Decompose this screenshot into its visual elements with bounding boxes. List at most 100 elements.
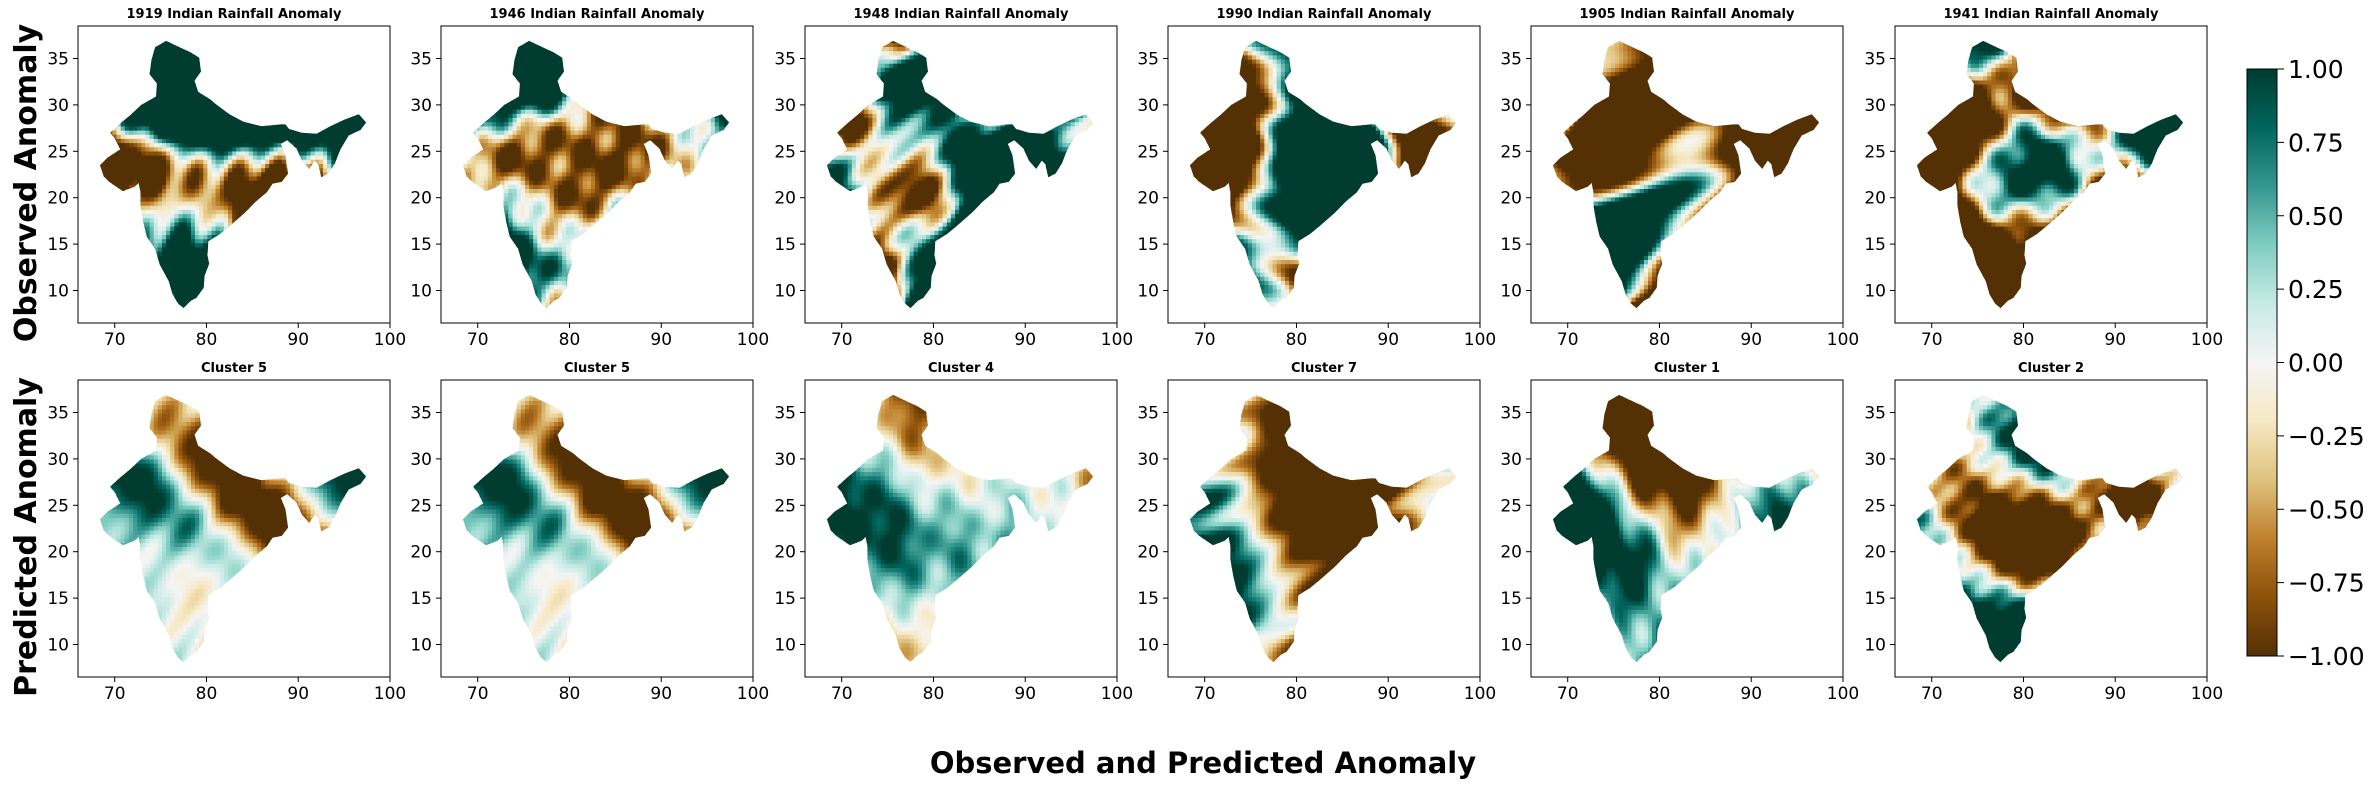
y-tick-label: 10 <box>47 282 69 302</box>
row-label-observed: Observed Anomaly <box>9 23 44 342</box>
y-tick-label: 15 <box>1500 235 1522 255</box>
panel-title: Cluster 2 <box>2018 361 2084 376</box>
colorbar-tick-label: −0.50 <box>2288 495 2365 524</box>
axes-frame <box>804 25 1118 324</box>
y-tick-label: 25 <box>47 496 69 516</box>
colorbar-tick-label: −0.25 <box>2288 422 2365 451</box>
colorbar-tick-label: 0.00 <box>2288 349 2344 378</box>
x-tick-label: 70 <box>1557 330 1579 350</box>
y-tick-label: 25 <box>410 496 432 516</box>
y-tick-label: 15 <box>47 589 69 609</box>
panel-title: 1941 Indian Rainfall Anomaly <box>1944 7 2159 22</box>
x-tick-label: 100 <box>1827 330 1859 350</box>
anomaly-heatmap <box>827 40 1094 309</box>
y-tick-label: 20 <box>410 543 432 563</box>
x-tick-label: 80 <box>196 684 218 704</box>
x-tick-label: 70 <box>831 330 853 350</box>
y-tick-label: 25 <box>774 496 796 516</box>
y-tick-label: 35 <box>47 403 69 423</box>
panel-title: Cluster 7 <box>1291 361 1357 376</box>
panel-10: Cluster 7 70 80 90 100 10 15 20 25 30 35 <box>1137 361 1496 704</box>
panel-title: 1990 Indian Rainfall Anomaly <box>1217 7 1432 22</box>
y-tick-label: 25 <box>1500 142 1522 162</box>
y-tick-label: 10 <box>1500 636 1522 656</box>
panel-5: 1905 Indian Rainfall Anomaly 70 80 90 100 10 1… <box>1500 7 1859 350</box>
y-tick-label: 15 <box>1864 235 1886 255</box>
panel-title: Cluster 5 <box>564 361 630 376</box>
panel-title: 1919 Indian Rainfall Anomaly <box>127 7 342 22</box>
anomaly-heatmap <box>100 40 367 309</box>
y-tick-label: 15 <box>410 589 432 609</box>
colorbar-tick-label: 0.50 <box>2288 202 2344 231</box>
y-tick-label: 25 <box>1864 142 1886 162</box>
y-tick-label: 10 <box>774 636 796 656</box>
x-tick-label: 80 <box>2013 684 2035 704</box>
x-tick-label: 90 <box>287 684 309 704</box>
axes-frame <box>1167 25 1481 324</box>
x-tick-label: 80 <box>559 684 581 704</box>
x-tick-label: 80 <box>1649 684 1671 704</box>
axes-frame <box>804 379 1118 678</box>
x-tick-label: 70 <box>1921 330 1943 350</box>
x-tick-label: 100 <box>374 330 406 350</box>
y-tick-label: 35 <box>1864 403 1886 423</box>
axes-frame <box>440 25 754 324</box>
colorbar: −1.00 −0.75 −0.50 −0.25 0.00 0.25 0.50 0.75 1.00 <box>2246 55 2365 671</box>
x-tick-label: 70 <box>467 684 489 704</box>
x-tick-label: 70 <box>104 330 126 350</box>
y-tick-label: 30 <box>774 96 796 116</box>
x-tick-label: 100 <box>1464 330 1496 350</box>
panel-11: Cluster 1 70 80 90 100 10 15 20 25 30 35 <box>1500 361 1859 704</box>
panel-8: Cluster 5 70 80 90 100 10 15 20 25 30 35 <box>410 361 769 704</box>
y-tick-label: 20 <box>1864 543 1886 563</box>
y-tick-label: 15 <box>1500 589 1522 609</box>
anomaly-heatmap <box>1553 40 1820 309</box>
colorbar-tick-label: −0.75 <box>2288 569 2365 598</box>
y-tick-label: 30 <box>1864 450 1886 470</box>
x-tick-label: 100 <box>737 684 769 704</box>
x-tick-label: 100 <box>1464 684 1496 704</box>
panel-title: 1946 Indian Rainfall Anomaly <box>490 7 705 22</box>
x-tick-label: 90 <box>1740 684 1762 704</box>
anomaly-heatmap <box>1917 40 2184 309</box>
x-tick-label: 90 <box>1014 684 1036 704</box>
axes-frame <box>77 379 391 678</box>
figure-xlabel: Observed and Predicted Anomaly <box>930 746 1476 780</box>
y-tick-label: 30 <box>1137 450 1159 470</box>
panel-title: 1905 Indian Rainfall Anomaly <box>1580 7 1795 22</box>
y-tick-label: 30 <box>774 450 796 470</box>
x-tick-label: 80 <box>1286 684 1308 704</box>
y-tick-label: 30 <box>47 96 69 116</box>
y-tick-label: 35 <box>1137 403 1159 423</box>
x-tick-label: 80 <box>923 330 945 350</box>
y-tick-label: 20 <box>774 189 796 209</box>
y-tick-label: 30 <box>410 450 432 470</box>
colorbar-gradient <box>2246 68 2278 657</box>
x-tick-label: 90 <box>1014 330 1036 350</box>
x-tick-label: 100 <box>2191 330 2223 350</box>
y-tick-label: 10 <box>1864 636 1886 656</box>
anomaly-heatmap <box>463 394 730 663</box>
y-tick-label: 20 <box>47 189 69 209</box>
y-tick-label: 15 <box>410 235 432 255</box>
panel-1: 1919 Indian Rainfall Anomaly 70 80 90 100 10 1… <box>47 7 406 350</box>
y-tick-label: 15 <box>1137 235 1159 255</box>
y-tick-label: 15 <box>1864 589 1886 609</box>
x-tick-label: 90 <box>287 330 309 350</box>
anomaly-heatmap <box>827 394 1094 663</box>
x-tick-label: 90 <box>1377 684 1399 704</box>
x-tick-label: 100 <box>1101 330 1133 350</box>
panel-2: 1946 Indian Rainfall Anomaly 70 80 90 100 10 1… <box>410 7 769 350</box>
panel-title: Cluster 1 <box>1654 361 1720 376</box>
y-tick-label: 35 <box>410 49 432 69</box>
y-tick-label: 30 <box>47 450 69 470</box>
panel-3: 1948 Indian Rainfall Anomaly 70 80 90 100 10 1… <box>774 7 1133 350</box>
anomaly-heatmap <box>463 40 730 309</box>
y-tick-label: 15 <box>774 589 796 609</box>
row-label-predicted: Predicted Anomaly <box>9 377 44 697</box>
y-tick-label: 20 <box>1864 189 1886 209</box>
axes-frame <box>1894 379 2208 678</box>
x-tick-label: 90 <box>650 330 672 350</box>
colorbar-tick-label: 1.00 <box>2288 55 2344 84</box>
x-tick-label: 70 <box>1921 684 1943 704</box>
